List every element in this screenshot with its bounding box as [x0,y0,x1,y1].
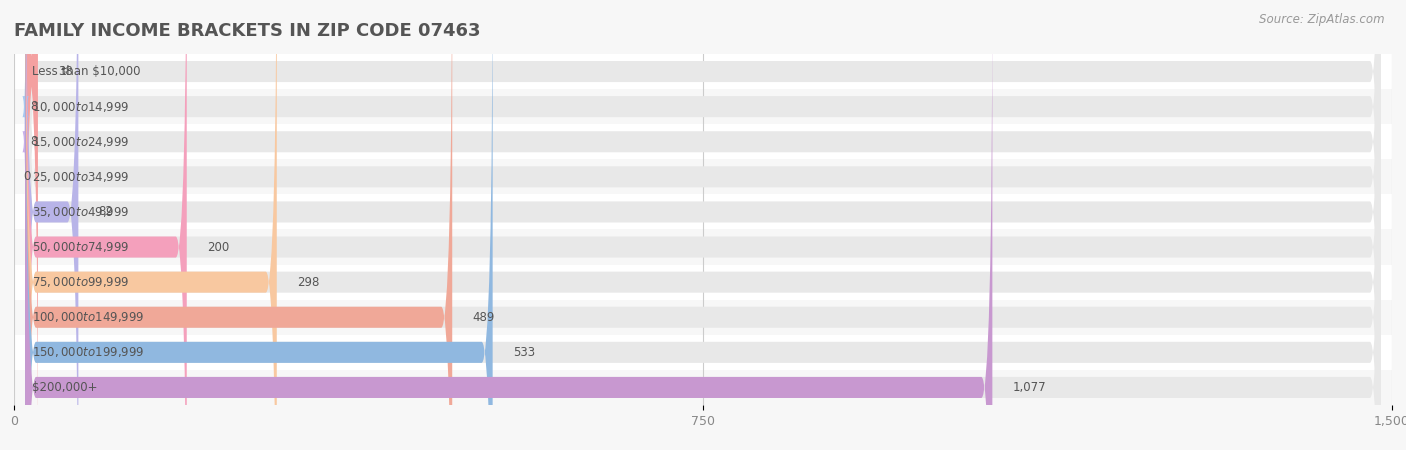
FancyBboxPatch shape [14,124,1392,159]
FancyBboxPatch shape [25,0,453,450]
Text: 200: 200 [207,241,229,253]
FancyBboxPatch shape [14,159,1392,194]
FancyBboxPatch shape [14,300,1392,335]
FancyBboxPatch shape [25,0,1381,450]
FancyBboxPatch shape [25,0,1381,450]
FancyBboxPatch shape [14,335,1392,370]
Text: 1,077: 1,077 [1012,381,1046,394]
FancyBboxPatch shape [25,0,1381,450]
Text: 8: 8 [31,100,38,113]
Text: $200,000+: $200,000+ [32,381,98,394]
FancyBboxPatch shape [25,0,993,450]
Text: $50,000 to $74,999: $50,000 to $74,999 [32,240,129,254]
Text: 82: 82 [98,206,114,218]
FancyBboxPatch shape [14,89,1392,124]
FancyBboxPatch shape [22,12,28,272]
FancyBboxPatch shape [14,230,1392,265]
Text: 8: 8 [31,135,38,148]
Text: $15,000 to $24,999: $15,000 to $24,999 [32,135,129,149]
Text: $150,000 to $199,999: $150,000 to $199,999 [32,345,145,360]
FancyBboxPatch shape [25,0,1381,450]
FancyBboxPatch shape [14,194,1392,230]
FancyBboxPatch shape [25,0,1381,450]
FancyBboxPatch shape [25,0,492,450]
Text: $75,000 to $99,999: $75,000 to $99,999 [32,275,129,289]
Text: $10,000 to $14,999: $10,000 to $14,999 [32,99,129,114]
FancyBboxPatch shape [14,370,1392,405]
Text: $100,000 to $149,999: $100,000 to $149,999 [32,310,145,324]
Text: $35,000 to $49,999: $35,000 to $49,999 [32,205,129,219]
Text: FAMILY INCOME BRACKETS IN ZIP CODE 07463: FAMILY INCOME BRACKETS IN ZIP CODE 07463 [14,22,481,40]
Text: 533: 533 [513,346,534,359]
FancyBboxPatch shape [14,265,1392,300]
FancyBboxPatch shape [25,0,1381,450]
FancyBboxPatch shape [25,0,1381,450]
FancyBboxPatch shape [25,0,1381,450]
FancyBboxPatch shape [25,0,1381,450]
Text: Less than $10,000: Less than $10,000 [32,65,141,78]
Text: $25,000 to $34,999: $25,000 to $34,999 [32,170,129,184]
FancyBboxPatch shape [22,0,28,237]
Text: Source: ZipAtlas.com: Source: ZipAtlas.com [1260,14,1385,27]
FancyBboxPatch shape [25,0,1381,450]
FancyBboxPatch shape [25,0,277,450]
FancyBboxPatch shape [14,54,1392,89]
Text: 38: 38 [58,65,73,78]
FancyBboxPatch shape [25,0,38,450]
Text: 489: 489 [472,311,495,324]
Text: 298: 298 [297,276,319,288]
FancyBboxPatch shape [25,0,187,450]
Text: 0: 0 [24,171,31,183]
FancyBboxPatch shape [25,0,79,450]
